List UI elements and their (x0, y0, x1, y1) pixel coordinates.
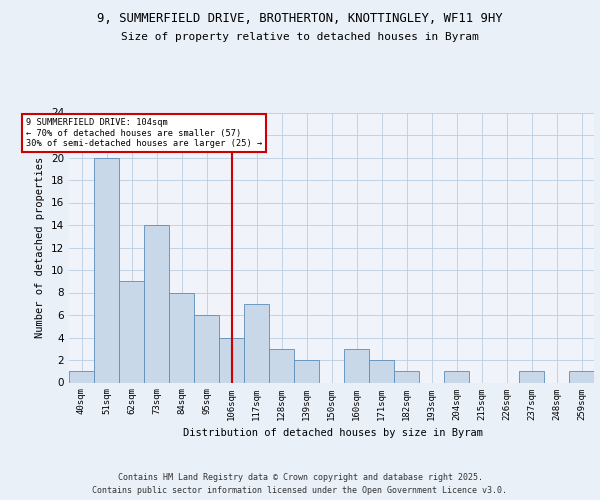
Bar (219, 338, 244, 382)
Text: Distribution of detached houses by size in Byram: Distribution of detached houses by size … (183, 428, 483, 438)
Bar (194, 315, 219, 382)
Bar (69, 371, 94, 382)
Bar (344, 349, 369, 382)
Text: Size of property relative to detached houses in Byram: Size of property relative to detached ho… (121, 32, 479, 42)
Bar (369, 360, 394, 382)
Bar (169, 292, 194, 382)
Bar (119, 281, 144, 382)
Text: 9, SUMMERFIELD DRIVE, BROTHERTON, KNOTTINGLEY, WF11 9HY: 9, SUMMERFIELD DRIVE, BROTHERTON, KNOTTI… (97, 12, 503, 26)
Bar (394, 371, 419, 382)
Bar (519, 371, 544, 382)
Bar (94, 158, 119, 382)
Text: 9 SUMMERFIELD DRIVE: 104sqm
← 70% of detached houses are smaller (57)
30% of sem: 9 SUMMERFIELD DRIVE: 104sqm ← 70% of det… (26, 118, 262, 148)
Text: Contains HM Land Registry data © Crown copyright and database right 2025.: Contains HM Land Registry data © Crown c… (118, 472, 482, 482)
Bar (269, 349, 294, 382)
Y-axis label: Number of detached properties: Number of detached properties (35, 157, 46, 338)
Bar (444, 371, 469, 382)
Bar (569, 371, 594, 382)
Bar (294, 360, 319, 382)
Text: Contains public sector information licensed under the Open Government Licence v3: Contains public sector information licen… (92, 486, 508, 495)
Bar (144, 225, 169, 382)
Bar (244, 304, 269, 382)
